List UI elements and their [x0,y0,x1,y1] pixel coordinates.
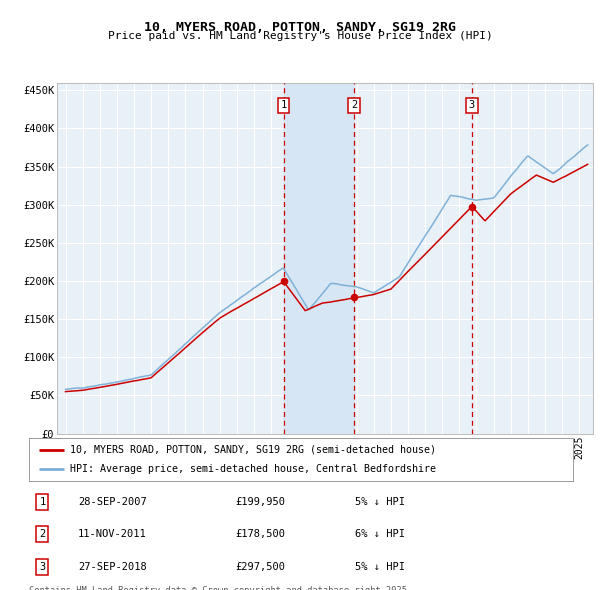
Text: 5% ↓ HPI: 5% ↓ HPI [355,497,406,507]
Text: 2: 2 [39,529,46,539]
Text: 6% ↓ HPI: 6% ↓ HPI [355,529,406,539]
Text: Contains HM Land Registry data © Crown copyright and database right 2025.
This d: Contains HM Land Registry data © Crown c… [29,586,412,590]
Text: 27-SEP-2018: 27-SEP-2018 [78,562,146,572]
Text: 10, MYERS ROAD, POTTON, SANDY, SG19 2RG: 10, MYERS ROAD, POTTON, SANDY, SG19 2RG [144,21,456,34]
Text: 3: 3 [39,562,46,572]
Text: 10, MYERS ROAD, POTTON, SANDY, SG19 2RG (semi-detached house): 10, MYERS ROAD, POTTON, SANDY, SG19 2RG … [70,445,436,455]
Bar [284,83,354,434]
Text: 28-SEP-2007: 28-SEP-2007 [78,497,146,507]
Text: Price paid vs. HM Land Registry's House Price Index (HPI): Price paid vs. HM Land Registry's House … [107,31,493,41]
Text: 2: 2 [351,100,357,110]
Text: 1: 1 [281,100,287,110]
Text: 3: 3 [469,100,475,110]
Text: £297,500: £297,500 [236,562,286,572]
Text: £199,950: £199,950 [236,497,286,507]
Text: 5% ↓ HPI: 5% ↓ HPI [355,562,406,572]
Text: 11-NOV-2011: 11-NOV-2011 [78,529,146,539]
Text: HPI: Average price, semi-detached house, Central Bedfordshire: HPI: Average price, semi-detached house,… [70,464,436,474]
Text: £178,500: £178,500 [236,529,286,539]
Text: 1: 1 [39,497,46,507]
